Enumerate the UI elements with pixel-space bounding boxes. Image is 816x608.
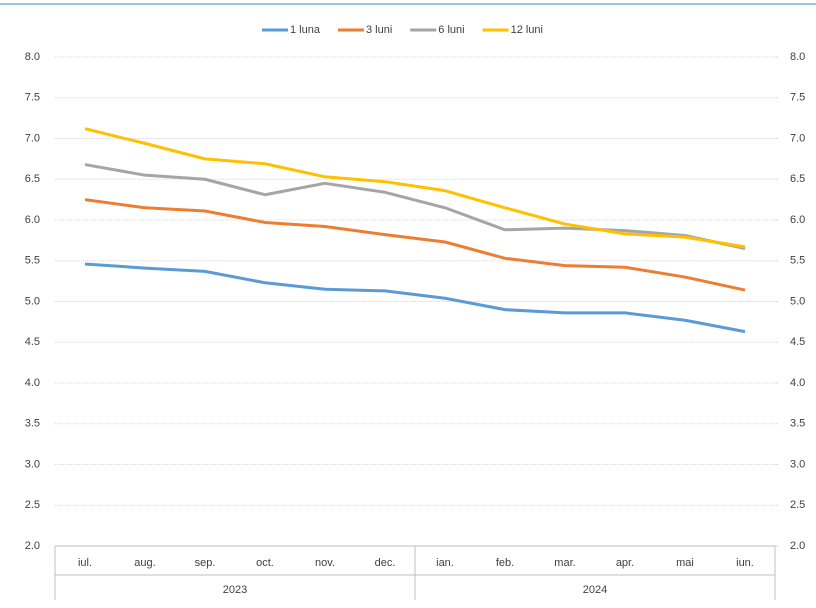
y-tick-label: 5.0	[25, 295, 40, 307]
y-tick-label: 2.5	[25, 499, 40, 511]
y-tick-label: 4.0	[25, 377, 40, 389]
x-tick-label: aug.	[134, 557, 155, 569]
y-tick-label: 6.5	[25, 173, 40, 185]
y-tick-label: 2.0	[25, 540, 40, 552]
y2-tick-label: 6.0	[790, 214, 805, 226]
x-tick-label: iul.	[78, 557, 92, 569]
x-group-label: 2024	[583, 584, 607, 596]
x-group-label: 2023	[223, 584, 247, 596]
y-tick-label: 6.0	[25, 214, 40, 226]
legend-label: 6 luni	[438, 24, 464, 36]
series-line	[84, 127, 746, 249]
y-tick-label: 3.5	[25, 418, 40, 430]
y2-tick-label: 5.5	[790, 255, 805, 267]
y2-tick-label: 7.0	[790, 132, 805, 144]
series-line	[84, 262, 746, 334]
x-tick-label: mai	[676, 557, 694, 569]
y-tick-label: 5.5	[25, 255, 40, 267]
y2-tick-label: 7.5	[790, 92, 805, 104]
x-tick-label: iun.	[736, 557, 754, 569]
x-tick-label: ian.	[436, 557, 454, 569]
x-tick-label: feb.	[496, 557, 514, 569]
y2-tick-label: 8.0	[790, 51, 805, 63]
x-tick-label: oct.	[256, 557, 274, 569]
y2-tick-label: 3.5	[790, 418, 805, 430]
x-tick-label: dec.	[375, 557, 396, 569]
y-tick-label: 7.5	[25, 92, 40, 104]
x-tick-label: apr.	[616, 557, 634, 569]
legend-label: 3 luni	[366, 24, 392, 36]
legend-label: 12 luni	[511, 24, 543, 36]
y-tick-label: 8.0	[25, 51, 40, 63]
x-tick-label: nov.	[315, 557, 335, 569]
y2-tick-label: 6.5	[790, 173, 805, 185]
y2-tick-label: 4.5	[790, 336, 805, 348]
y2-tick-label: 2.0	[790, 540, 805, 552]
legend-label: 1 luna	[290, 24, 321, 36]
y2-tick-label: 4.0	[790, 377, 805, 389]
y2-tick-label: 5.0	[790, 295, 805, 307]
series-line	[84, 198, 746, 292]
y-tick-label: 4.5	[25, 336, 40, 348]
x-tick-label: mar.	[554, 557, 575, 569]
series-line	[84, 163, 746, 250]
y2-tick-label: 3.0	[790, 458, 805, 470]
x-tick-label: sep.	[195, 557, 216, 569]
y-tick-label: 7.0	[25, 132, 40, 144]
y2-tick-label: 2.5	[790, 499, 805, 511]
y-tick-label: 3.0	[25, 458, 40, 470]
